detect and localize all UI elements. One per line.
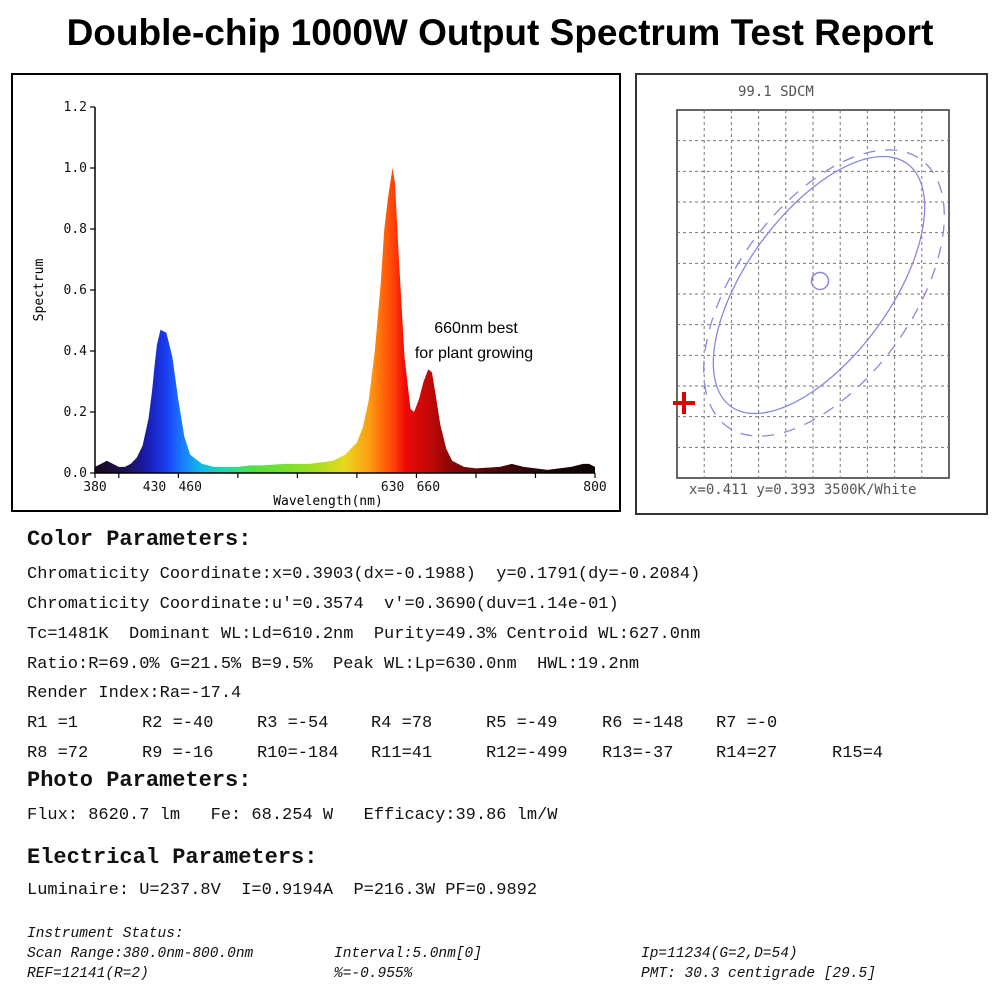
x-tick-label: 800: [583, 480, 606, 495]
macadam-ellipse-outer: [703, 149, 945, 437]
photo-parameters-line: Flux: 8620.7 lm Fe: 68.254 W Efficacy:39…: [27, 806, 558, 825]
electrical-parameters-heading: Electrical Parameters:: [27, 845, 318, 870]
r-value: R9 =-16: [142, 744, 214, 763]
r-value: R13=-37: [602, 744, 674, 763]
electrical-parameters-line: Luminaire: U=237.8V I=0.9194A P=216.3W P…: [27, 881, 538, 900]
scan-range: Scan Range:380.0nm-800.0nm: [27, 946, 254, 962]
photo-parameters-heading: Photo Parameters:: [27, 768, 252, 793]
color-parameters-heading: Color Parameters:: [27, 527, 252, 552]
r-value: R10=-184: [257, 744, 339, 763]
r-value: R1 =1: [27, 714, 79, 733]
y-tick-label: 0.0: [64, 466, 87, 481]
r-value: R5 =-49: [486, 714, 558, 733]
page-title: Double-chip 1000W Output Spectrum Test R…: [66, 12, 934, 53]
sdcm-header: 99.1 SDCM: [738, 84, 814, 100]
interval: Interval:5.0nm[0]: [334, 946, 482, 962]
r-value: R12=-499: [486, 744, 568, 763]
r-value: R15=4: [832, 744, 884, 763]
y-axis-label: Spectrum: [32, 259, 47, 322]
spectrum-chart-panel: 0.0 0.2 0.4 0.6 0.8 1.0 1.2 380 430 460 630 660 800 …: [11, 73, 621, 512]
r-value: R3 =-54: [257, 714, 329, 733]
sdcm-chart: 99.1 SDCM x=0.411 y=0.393 3500K/White: [673, 84, 950, 498]
r-value: R14=27: [716, 744, 778, 763]
r-value: R2 =-40: [142, 714, 214, 733]
chromaticity-xy-line: Chromaticity Coordinate:x=0.3903(dx=-0.1…: [27, 565, 701, 584]
y-tick-label: 0.6: [64, 283, 87, 298]
y-tick-label: 1.0: [64, 161, 87, 176]
r-value: R7 =-0: [716, 714, 778, 733]
x-tick-label: 380: [83, 480, 106, 495]
r-value: R8 =72: [27, 744, 89, 763]
ratio-peak-line: Ratio:R=69.0% G=21.5% B=9.5% Peak WL:Lp=…: [27, 655, 640, 674]
percent-value: %=-0.955%: [334, 966, 413, 982]
chart-annotation-line2: for plant growing: [415, 345, 533, 362]
r-value: R4 =78: [371, 714, 433, 733]
instrument-status-heading: Instrument Status:: [27, 926, 184, 942]
y-tick-label: 0.8: [64, 222, 87, 237]
ref-value: REF=12141(R=2): [27, 966, 149, 982]
y-tick-label: 0.2: [64, 405, 87, 420]
x-axis-label: Wavelength(nm): [273, 494, 383, 509]
pmt-value: PMT: 30.3 centigrade [29.5]: [641, 966, 876, 982]
y-tick-label: 1.2: [64, 100, 87, 115]
sdcm-chromaticity-panel: 99.1 SDCM x=0.411 y=0.393 3500K/White: [635, 73, 988, 515]
chart-annotation-line1: 660nm best: [434, 320, 518, 337]
macadam-ellipse-inner: [712, 155, 926, 415]
r-value: R6 =-148: [602, 714, 684, 733]
spectrum-area: [95, 168, 595, 473]
sdcm-footer: x=0.411 y=0.393 3500K/White: [689, 482, 917, 498]
ip-value: Ip=11234(G=2,D=54): [641, 946, 798, 962]
chromaticity-uv-line: Chromaticity Coordinate:u'=0.3574 v'=0.3…: [27, 595, 619, 614]
r-value: R11=41: [371, 744, 433, 763]
temperature-wavelength-line: Tc=1481K Dominant WL:Ld=610.2nm Purity=4…: [27, 625, 701, 644]
target-point-marker: [810, 271, 830, 291]
x-tick-label: 630: [381, 480, 404, 495]
x-tick-label: 460: [178, 480, 201, 495]
sdcm-grid: [677, 110, 949, 478]
x-tick-label: 660: [417, 480, 440, 495]
x-tick-label: 430: [143, 480, 166, 495]
y-tick-label: 0.4: [64, 344, 88, 359]
measured-point-cross: [673, 392, 695, 414]
render-index-line: Render Index:Ra=-17.4: [27, 684, 242, 703]
